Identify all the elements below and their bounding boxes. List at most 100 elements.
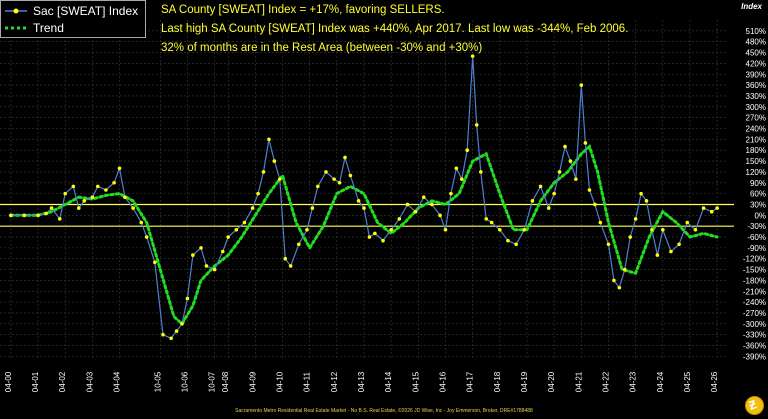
x-tick-label: 04-00: [4, 371, 13, 392]
index-point: [332, 177, 336, 181]
x-tick-label: 10-05: [153, 371, 162, 392]
y-tick-label: 510%: [746, 27, 766, 36]
y-tick-label: -330%: [743, 331, 766, 340]
x-tick-label: 04-15: [411, 371, 420, 392]
index-point: [199, 246, 203, 250]
index-point: [191, 253, 195, 257]
index-point: [250, 206, 255, 210]
legend-item-index: Sac [SWEAT] Index: [5, 3, 138, 19]
index-point: [443, 227, 448, 232]
index-point: [104, 188, 108, 192]
y-axis-title: Index: [741, 2, 762, 11]
index-point: [622, 267, 627, 272]
index-point: [63, 191, 67, 196]
y-tick-label: 180%: [746, 146, 766, 155]
index-point: [685, 220, 690, 225]
index-point: [343, 155, 347, 160]
index-point: [22, 213, 27, 218]
x-tick-label: 04-22: [601, 371, 610, 392]
index-point: [261, 170, 266, 174]
index-point: [438, 213, 442, 218]
index-point: [44, 211, 48, 216]
y-tick-label: -120%: [743, 255, 766, 264]
index-point: [506, 238, 510, 243]
index-point: [397, 217, 402, 221]
index-point: [288, 264, 293, 268]
index-point: [316, 184, 320, 189]
index-point: [661, 227, 665, 232]
index-point: [185, 296, 190, 301]
index-point: [552, 191, 556, 196]
index-point: [174, 329, 179, 333]
index-point: [381, 238, 385, 243]
index-point: [628, 235, 633, 239]
index-point: [593, 202, 597, 207]
annotation-current: SA County [SWEAT] Index = +17%, favoring…: [161, 4, 445, 16]
y-tick-label: 390%: [746, 70, 766, 79]
annotation-rest-area: 32% of months are in the Rest Area (betw…: [161, 42, 483, 54]
index-point: [514, 242, 518, 247]
index-point: [598, 220, 603, 225]
y-tick-label: 330%: [746, 92, 766, 101]
index-point: [310, 206, 315, 210]
index-point: [131, 206, 135, 210]
index-point: [242, 220, 247, 225]
index-point: [272, 159, 277, 163]
index-point: [650, 227, 654, 232]
x-tick-label: 04-20: [547, 371, 556, 392]
index-point: [587, 188, 592, 192]
legend: Sac [SWEAT] Index Trend: [0, 0, 146, 38]
index-point: [583, 141, 588, 145]
index-point: [489, 220, 494, 225]
x-tick-label: 04-11: [303, 372, 312, 392]
index-point: [677, 242, 681, 247]
x-tick-label: 04-24: [656, 371, 665, 392]
x-tick-label: 10-06: [180, 371, 189, 392]
index-point: [348, 173, 353, 178]
index-point: [139, 220, 144, 225]
index-point: [169, 336, 173, 341]
index-point: [530, 199, 535, 203]
x-tick-label: 04-16: [438, 371, 447, 392]
index-point: [655, 253, 660, 257]
index-point: [413, 209, 418, 214]
index-point: [617, 285, 622, 290]
index-point: [373, 231, 377, 236]
index-point: [479, 170, 483, 174]
y-tick-label: 120%: [746, 168, 766, 177]
index-point: [204, 264, 209, 268]
index-point: [226, 235, 230, 239]
index-point: [701, 206, 706, 210]
index-point: [9, 213, 13, 218]
index-point: [220, 249, 225, 254]
index-point: [95, 184, 100, 189]
index-point: [606, 242, 611, 247]
y-tick-label: -270%: [743, 309, 766, 318]
index-point: [161, 332, 165, 337]
index-point: [82, 199, 87, 203]
index-point: [470, 54, 475, 58]
x-tick-label: 04-02: [58, 371, 67, 392]
index-point: [76, 206, 81, 210]
index-point: [283, 256, 288, 261]
y-tick-label: 480%: [746, 38, 766, 47]
y-tick-label: 30%: [750, 200, 766, 209]
x-tick-label: 04-21: [574, 371, 583, 392]
index-point: [430, 202, 434, 207]
y-tick-label: 270%: [746, 114, 766, 123]
index-point: [538, 184, 543, 189]
x-tick-label: 04-26: [710, 371, 719, 392]
index-point: [389, 227, 393, 232]
index-point: [421, 195, 426, 200]
index-point: [522, 227, 527, 232]
brand-logo-icon: Ƶ: [745, 396, 764, 415]
index-point: [484, 217, 489, 221]
x-tick-label: 04-13: [357, 371, 366, 392]
index-point: [633, 217, 638, 221]
y-tick-label: -180%: [743, 276, 766, 285]
index-point: [639, 191, 643, 196]
legend-item-trend: Trend: [5, 20, 64, 36]
index-point: [449, 191, 453, 196]
index-point: [305, 227, 309, 232]
